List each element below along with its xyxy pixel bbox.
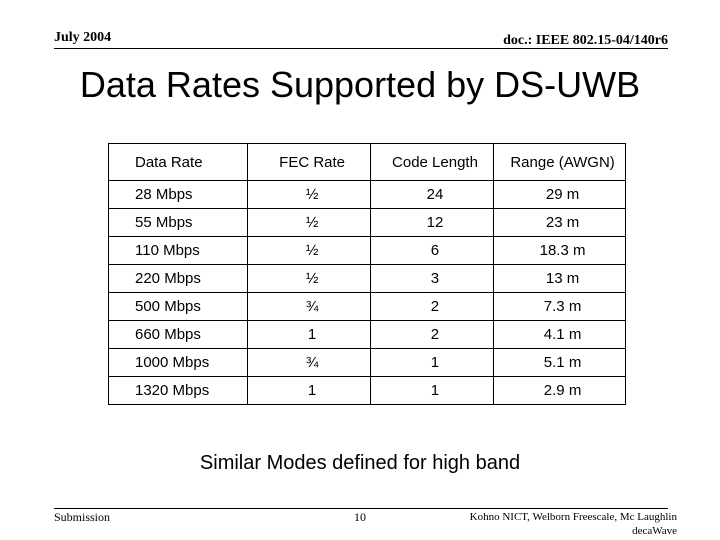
cell-fec-rate: ½: [247, 180, 371, 209]
col-header-data-rate: Data Rate: [107, 143, 249, 181]
cell-code-length: 3: [369, 264, 495, 293]
cell-data-rate: 55 Mbps: [107, 208, 249, 237]
header-rule: [54, 48, 668, 49]
col-header-range: Range (AWGN): [493, 143, 626, 181]
cell-data-rate: 110 Mbps: [107, 236, 249, 265]
header-doc-id: doc.: IEEE 802.15-04/140r6: [503, 33, 668, 48]
header-date: July 2004: [54, 30, 112, 45]
cell-range: 29 m: [493, 180, 626, 209]
table-row: 28 Mbps ½ 24 29 m: [107, 180, 626, 209]
cell-fec-rate: ½: [247, 236, 371, 265]
high-band-note: Similar Modes defined for high band: [199, 452, 521, 474]
cell-data-rate: 1320 Mbps: [107, 376, 249, 405]
table-row: 500 Mbps ¾ 2 7.3 m: [107, 292, 626, 321]
table-row: 660 Mbps 1 2 4.1 m: [107, 320, 626, 349]
footer-rule: [54, 508, 668, 509]
cell-fec-rate: 1: [247, 376, 371, 405]
slide-title: Data Rates Supported by DS-UWB: [79, 64, 641, 105]
footer-authors: Kohno NICT, Welborn Freescale, Mc Laughl…: [417, 510, 677, 538]
cell-code-length: 12: [369, 208, 495, 237]
footer-page-number: 10: [354, 510, 366, 524]
table-row: 55 Mbps ½ 12 23 m: [107, 208, 626, 237]
cell-fec-rate: ½: [247, 208, 371, 237]
cell-range: 18.3 m: [493, 236, 626, 265]
cell-data-rate: 660 Mbps: [107, 320, 249, 349]
table-body: 28 Mbps ½ 24 29 m 55 Mbps ½ 12 23 m 110 Mbps ½ 6 18…: [107, 180, 626, 405]
cell-range: 13 m: [493, 264, 626, 293]
cell-code-length: 1: [369, 376, 495, 405]
cell-data-rate: 500 Mbps: [107, 292, 249, 321]
cell-range: 2.9 m: [493, 376, 626, 405]
cell-range: 23 m: [493, 208, 626, 237]
footer-authors-line1: Kohno NICT, Welborn Freescale, Mc Laughl…: [469, 511, 677, 523]
col-header-code-length: Code Length: [369, 143, 495, 181]
table-row: 1320 Mbps 1 1 2.9 m: [107, 376, 626, 405]
table-row: 220 Mbps ½ 3 13 m: [107, 264, 626, 293]
data-rate-table: Data Rate FEC Rate Code Length Range (AW…: [107, 143, 626, 405]
cell-code-length: 24: [369, 180, 495, 209]
table-header-row: Data Rate FEC Rate Code Length Range (AW…: [107, 143, 626, 181]
footer-authors-line2: decaWave: [632, 525, 677, 537]
table-row: 110 Mbps ½ 6 18.3 m: [107, 236, 626, 265]
cell-fec-rate: 1: [247, 320, 371, 349]
cell-data-rate: 28 Mbps: [107, 180, 249, 209]
table-row: 1000 Mbps ¾ 1 5.1 m: [107, 348, 626, 377]
cell-fec-rate: ¾: [247, 348, 371, 377]
footer-submission: Submission: [54, 510, 111, 524]
cell-range: 5.1 m: [493, 348, 626, 377]
cell-data-rate: 1000 Mbps: [107, 348, 249, 377]
cell-code-length: 1: [369, 348, 495, 377]
cell-fec-rate: ¾: [247, 292, 371, 321]
cell-code-length: 2: [369, 320, 495, 349]
cell-range: 7.3 m: [493, 292, 626, 321]
cell-range: 4.1 m: [493, 320, 626, 349]
cell-code-length: 2: [369, 292, 495, 321]
cell-fec-rate: ½: [247, 264, 371, 293]
cell-data-rate: 220 Mbps: [107, 264, 249, 293]
col-header-fec-rate: FEC Rate: [247, 143, 371, 181]
cell-code-length: 6: [369, 236, 495, 265]
